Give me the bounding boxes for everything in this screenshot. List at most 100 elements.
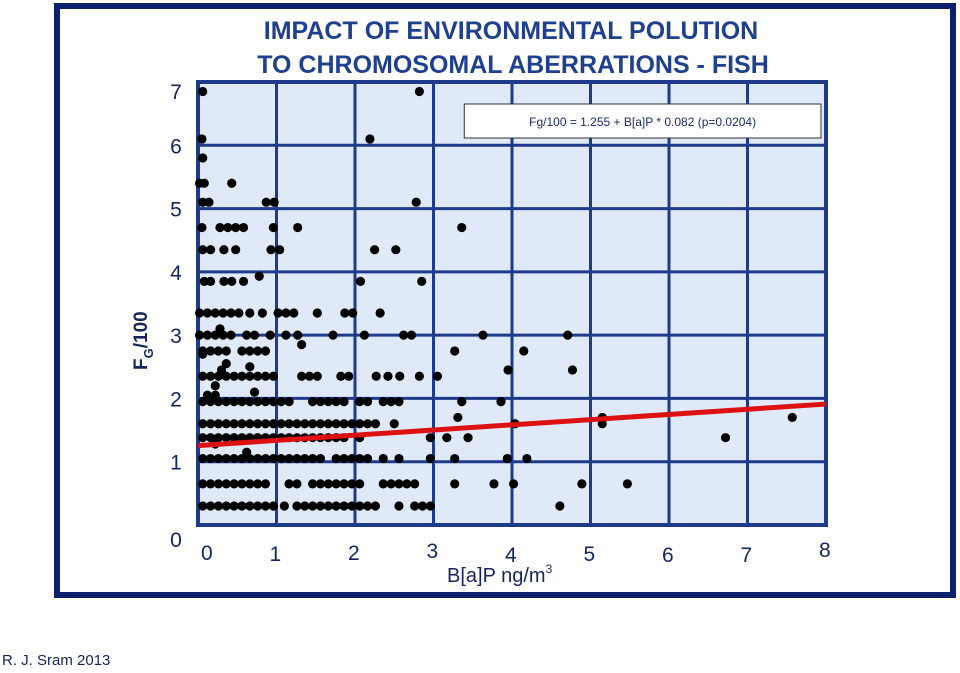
data-point-35 [254, 271, 264, 281]
data-point-1 [198, 86, 208, 97]
data-point-49 [312, 308, 322, 318]
data-point-98 [344, 371, 354, 381]
data-point-249 [229, 501, 239, 511]
data-point-155 [355, 419, 365, 429]
data-point-221 [229, 479, 239, 489]
data-point-203 [300, 453, 310, 464]
data-point-261 [331, 501, 341, 511]
data-point-80 [519, 346, 529, 356]
data-point-270 [425, 501, 435, 511]
data-point-39 [202, 308, 213, 318]
data-point-267 [394, 501, 404, 511]
data-point-84 [198, 371, 208, 381]
data-point-263 [347, 501, 357, 511]
data-point-55 [210, 330, 220, 340]
x-tick-label-7: 7 [741, 544, 753, 567]
data-point-255 [279, 501, 289, 511]
data-point-131 [386, 396, 396, 407]
author-credit: R. J. Sram 2013 [2, 652, 111, 669]
data-point-156 [362, 419, 373, 429]
data-point-198 [260, 453, 271, 464]
data-point-64 [359, 330, 370, 340]
horizontal-gridlines [198, 143, 826, 464]
data-point-139 [229, 419, 239, 429]
data-point-211 [378, 453, 388, 464]
data-point-43 [234, 308, 244, 318]
data-point-66 [406, 330, 417, 340]
y-tick-label-7: 7 [170, 81, 182, 104]
data-point-121 [276, 396, 286, 407]
data-point-123 [308, 396, 318, 407]
plot-border [196, 80, 828, 527]
data-point-271 [555, 501, 565, 511]
data-point-88 [229, 371, 239, 381]
data-point-8 [227, 178, 237, 188]
data-point-200 [276, 453, 286, 464]
data-point-245 [198, 501, 208, 511]
data-point-196 [245, 453, 255, 464]
data-point-52 [375, 308, 385, 318]
data-point-57 [226, 330, 236, 340]
data-point-112 [205, 396, 216, 407]
data-point-19 [268, 222, 278, 233]
x-tick-label-5: 5 [584, 543, 596, 566]
data-point-113 [213, 396, 224, 407]
data-point-214 [450, 453, 460, 464]
data-point-195 [237, 453, 247, 464]
y-tick-label-4: 4 [170, 262, 182, 285]
data-point-190 [198, 453, 208, 464]
data-point-91 [253, 371, 263, 381]
data-point-51 [348, 308, 358, 318]
data-point-146 [284, 419, 294, 429]
data-point-31 [205, 276, 216, 286]
data-point-89 [237, 371, 247, 381]
data-point-129 [362, 396, 373, 407]
data-point-17 [231, 222, 241, 233]
data-point-168 [229, 433, 239, 443]
data-point-23 [205, 245, 216, 255]
data-point-16 [223, 222, 233, 233]
data-point-118 [253, 396, 263, 407]
data-point-266 [370, 501, 381, 511]
y-tick-label-1: 1 [170, 452, 182, 475]
data-point-229 [315, 479, 326, 489]
data-point-83 [245, 362, 255, 372]
data-point-34 [238, 276, 249, 286]
data-point-77 [260, 346, 271, 356]
y-tick-label-6: 6 [170, 135, 182, 158]
data-point-58 [242, 330, 252, 340]
data-point-53 [194, 330, 205, 340]
data-point-212 [394, 453, 404, 464]
x-tick-label-6: 6 [662, 544, 674, 567]
data-point-227 [292, 479, 302, 489]
data-point-201 [284, 453, 294, 464]
data-point-206 [331, 453, 341, 464]
data-point-71 [205, 346, 216, 356]
vertical-gridlines [275, 82, 749, 525]
data-point-127 [339, 396, 349, 407]
data-point-262 [339, 501, 349, 511]
data-point-251 [245, 501, 255, 511]
data-point-260 [323, 501, 333, 511]
data-point-67 [478, 330, 488, 340]
data-point-7 [199, 178, 209, 188]
data-point-268 [410, 501, 420, 511]
data-point-75 [245, 346, 255, 356]
data-point-92 [260, 371, 271, 381]
data-points [194, 86, 797, 511]
data-point-107 [216, 365, 227, 375]
regression-equation: Fg/100 = 1.255 + B[a]P * 0.082 (p=0.0204… [529, 115, 756, 129]
axis-ticks: 0 1 2 3 4 5 6 7 8 0 1 2 3 4 5 6 7 [170, 81, 831, 567]
data-point-115 [229, 396, 239, 407]
data-point-117 [245, 396, 255, 407]
data-point-111 [198, 396, 208, 407]
data-point-106 [210, 381, 220, 391]
x-tick-label-3: 3 [427, 540, 439, 563]
data-point-99 [371, 371, 381, 381]
x-tick-label-4: 4 [505, 544, 517, 567]
data-point-265 [362, 501, 373, 511]
data-point-152 [331, 419, 341, 429]
data-point-40 [210, 308, 220, 318]
data-point-164 [198, 433, 208, 443]
equation-box-frame [463, 103, 822, 139]
